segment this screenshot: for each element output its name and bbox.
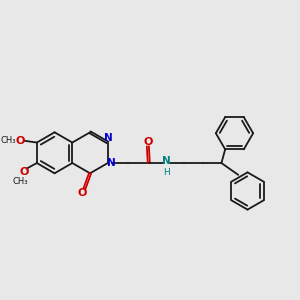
Text: N: N xyxy=(162,156,171,166)
Text: O: O xyxy=(19,167,28,177)
Text: N: N xyxy=(107,158,116,168)
Text: O: O xyxy=(143,136,152,147)
Text: H: H xyxy=(163,168,170,177)
Text: O: O xyxy=(15,136,25,146)
Text: CH₃: CH₃ xyxy=(12,177,28,186)
Text: N: N xyxy=(104,133,113,143)
Text: CH₃: CH₃ xyxy=(0,136,16,145)
Text: O: O xyxy=(78,188,87,198)
